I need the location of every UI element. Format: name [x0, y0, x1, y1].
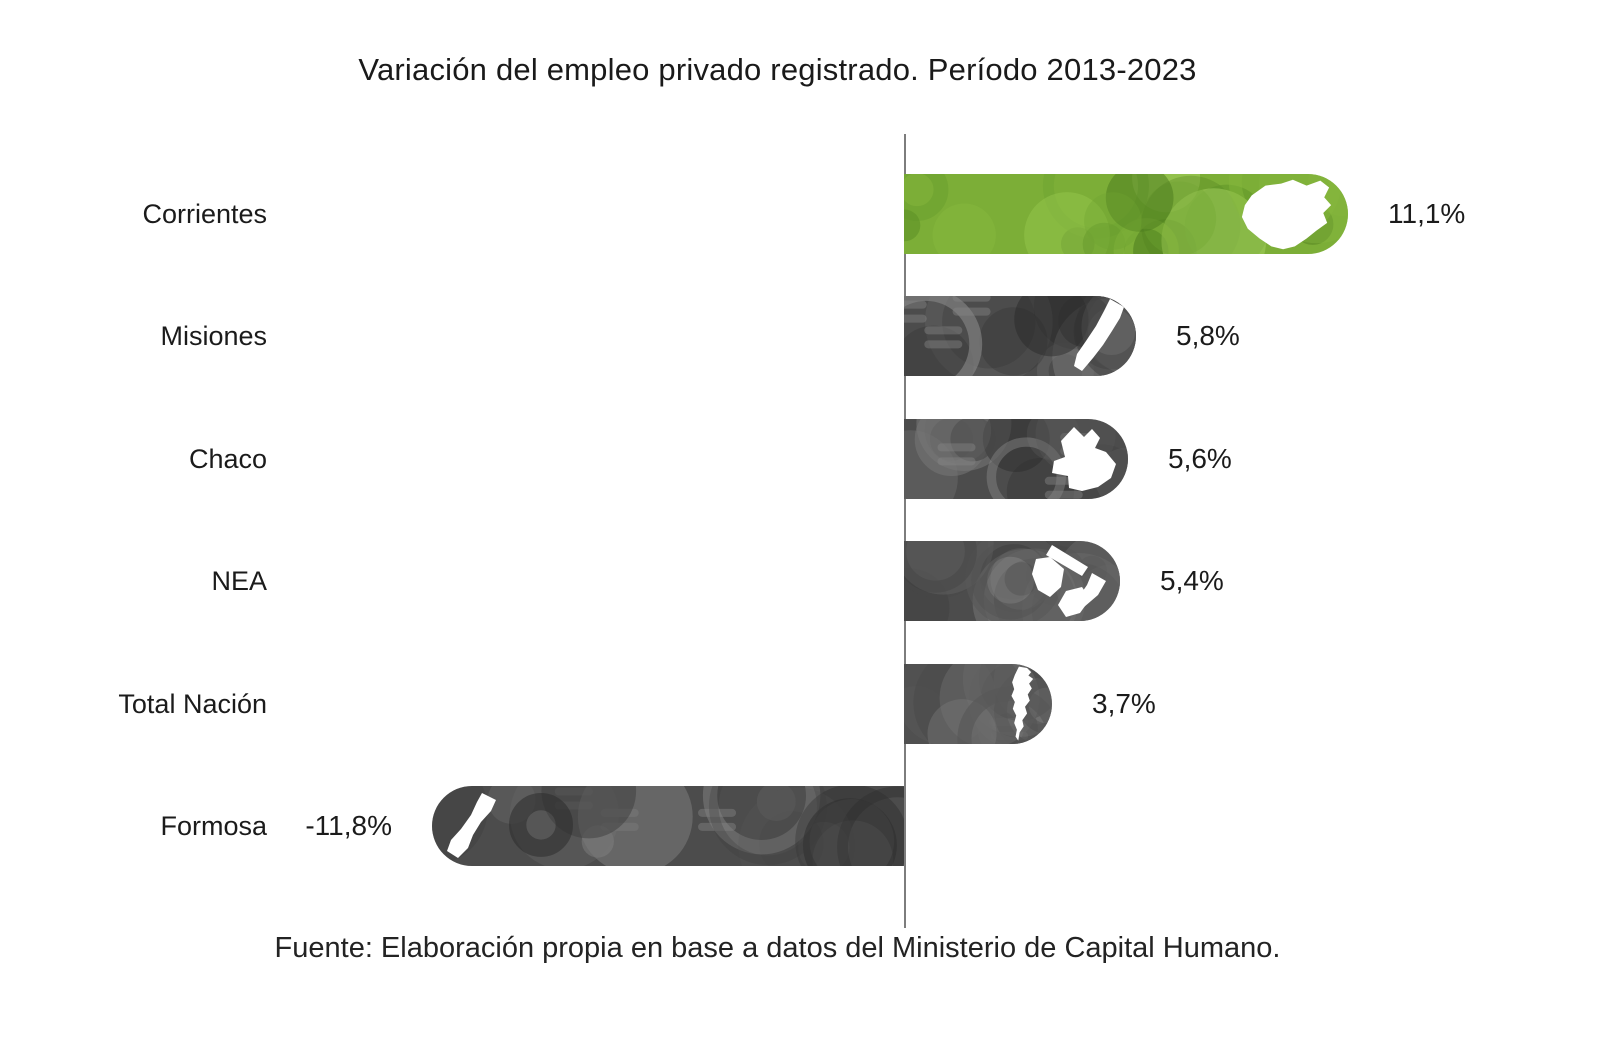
- chaco-map-icon: [1052, 426, 1116, 491]
- value-label-misiones: 5,8%: [1176, 320, 1240, 352]
- bar-chaco: [904, 418, 1128, 499]
- category-label-total-nacion: Total Nación: [118, 688, 267, 719]
- category-label-corrientes: Corrientes: [142, 199, 267, 229]
- value-label-total-nacion: 3,7%: [1092, 687, 1156, 719]
- chart-title: Variación del empleo privado registrado.…: [358, 52, 1197, 87]
- bar-misiones: [904, 296, 1136, 377]
- argentina-map-icon: [1011, 666, 1034, 741]
- formosa-map-icon: [447, 793, 496, 858]
- category-label-chaco: Chaco: [188, 443, 267, 474]
- category-label-formosa: Formosa: [160, 811, 267, 841]
- corrientes-map-icon: [1241, 179, 1332, 250]
- bar-corrientes: [904, 174, 1348, 254]
- nea-map-icon: [1032, 545, 1106, 618]
- zero-baseline-axis: [904, 134, 906, 928]
- bar-formosa: [432, 786, 904, 866]
- source-note: Fuente: Elaboración propia en base a dat…: [274, 932, 1281, 964]
- value-label-corrientes: 11,1%: [1388, 198, 1466, 229]
- value-label-formosa: -11,8%: [305, 810, 392, 841]
- category-label-nea: NEA: [211, 566, 267, 597]
- bar-total-nacion: [904, 663, 1052, 744]
- bar-nea: [904, 541, 1120, 622]
- value-label-nea: 5,4%: [1160, 565, 1224, 597]
- category-label-misiones: Misiones: [160, 321, 267, 352]
- value-label-chaco: 5,6%: [1168, 442, 1232, 474]
- bar-texture: [432, 786, 904, 866]
- misiones-map-icon: [1074, 299, 1124, 372]
